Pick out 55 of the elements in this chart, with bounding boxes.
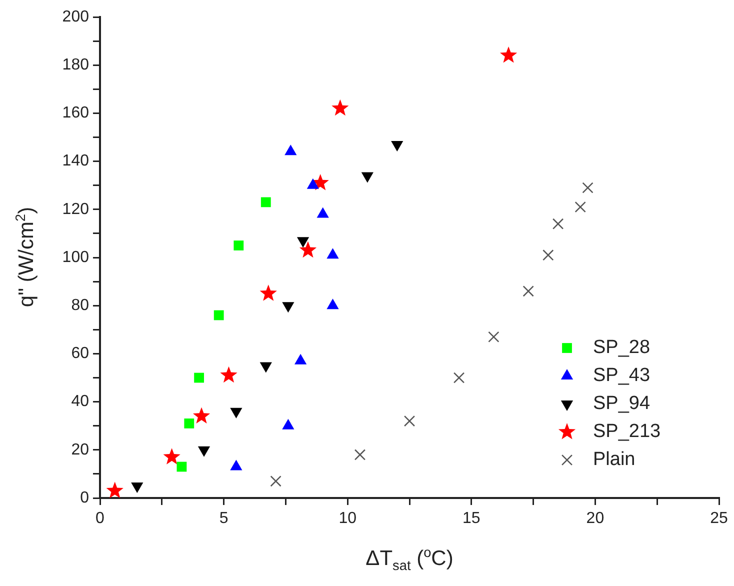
y-tick-label: 100 [62,248,90,266]
point [582,182,594,194]
point [176,462,187,472]
legend-label: SP_213 [593,421,661,442]
point [326,298,339,310]
x-tick-label: 0 [96,510,105,528]
y-tick-label: 20 [71,441,90,458]
point [354,449,366,460]
x-tick-label: 25 [710,510,728,528]
legend-label: Plain [593,449,636,470]
x-tick-label: 10 [338,510,357,528]
point [282,418,294,430]
x-tick-label: 20 [586,510,604,528]
y-tick-label: 0 [80,489,90,506]
point [220,366,238,383]
point [404,415,416,427]
point [299,241,317,258]
point [488,331,500,342]
x-tick-label: 5 [219,510,228,528]
point [163,448,180,464]
y-tick-label: 40 [71,393,90,410]
legend-label: SP_43 [593,365,650,386]
point [194,372,204,383]
point [552,218,564,230]
point [542,249,554,261]
point [500,46,518,63]
point [260,284,277,301]
point [234,240,244,250]
point [270,476,282,487]
point [522,286,534,297]
point [316,207,329,218]
y-tick-label: 160 [62,104,90,122]
x-tick-label: 15 [462,510,480,528]
point [230,460,242,470]
point [192,407,210,424]
y-tick-label: 200 [62,8,90,26]
y-tick-label: 180 [62,56,90,74]
point [326,248,339,259]
point [574,201,586,213]
y-tick-label: 140 [62,152,90,170]
point [214,310,224,320]
y-tick-label: 80 [71,297,90,314]
legend-label: SP_94 [593,393,650,414]
legend-label: SP_28 [593,337,650,358]
point [453,372,465,384]
point [332,99,349,116]
y-tick-label: 120 [62,200,90,218]
point [284,144,297,156]
point [184,418,194,428]
point [294,354,307,364]
point [306,178,319,189]
x-axis-title: ΔT$_{sat}$ ($^{o}$C) [364,545,454,574]
point [106,482,124,498]
y-tick-label: 60 [71,345,90,362]
point [260,197,271,208]
